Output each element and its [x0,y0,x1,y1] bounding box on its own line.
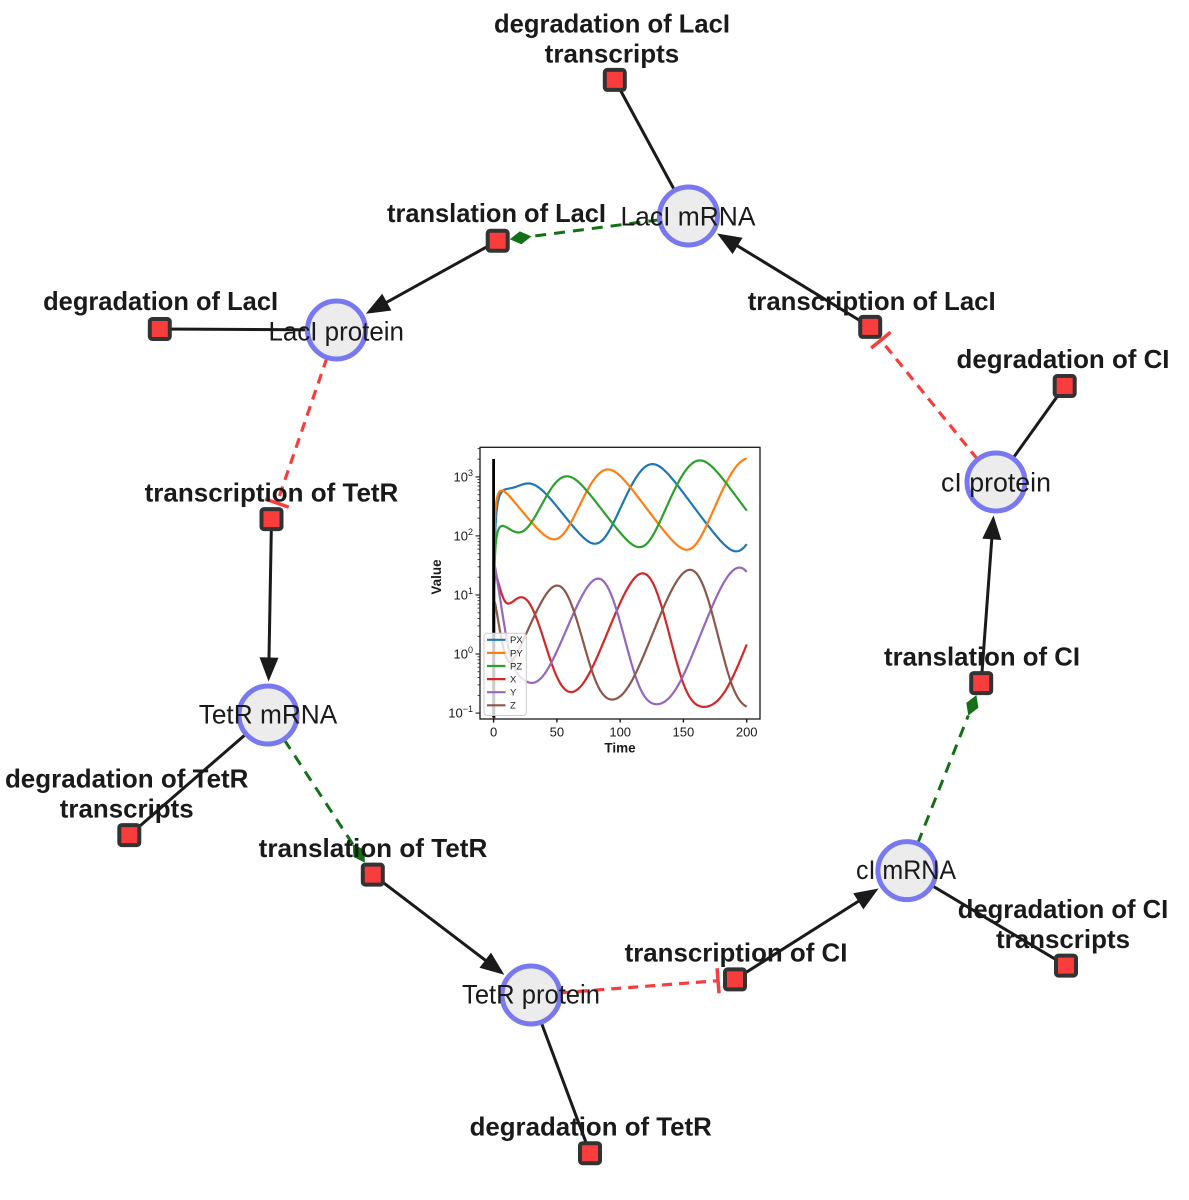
svg-text:Time: Time [604,741,636,756]
svg-text:transcription of CI: transcription of CI [625,938,848,968]
svg-text:0: 0 [490,725,497,740]
svg-text:200: 200 [736,725,758,740]
svg-text:transcripts: transcripts [996,924,1130,954]
svg-text:transcripts: transcripts [545,38,680,68]
svg-text:translation of CI: translation of CI [884,641,1080,671]
svg-text:degradation of LacI: degradation of LacI [43,286,278,316]
svg-text:PZ: PZ [510,661,522,672]
svg-text:degradation of TetR: degradation of TetR [470,1111,712,1141]
svg-text:transcription of LacI: transcription of LacI [748,286,996,316]
svg-text:translation of TetR: translation of TetR [259,833,488,863]
svg-text:degradation of CI: degradation of CI [958,894,1169,924]
svg-text:translation of LacI: translation of LacI [387,198,606,228]
svg-text:Z: Z [510,701,516,712]
svg-text:50: 50 [550,725,564,740]
svg-text:150: 150 [673,725,695,740]
svg-text:transcription of TetR: transcription of TetR [145,477,399,507]
svg-text:degradation of CI: degradation of CI [957,344,1170,374]
svg-text:PY: PY [510,648,523,659]
svg-text:Y: Y [510,688,517,699]
svg-text:degradation of LacI: degradation of LacI [494,8,730,38]
svg-text:TetR protein: TetR protein [462,980,600,1010]
svg-text:TetR mRNA: TetR mRNA [199,700,338,730]
svg-text:LacI protein: LacI protein [268,317,404,347]
svg-text:cI protein: cI protein [941,468,1051,498]
svg-text:PX: PX [510,635,523,646]
svg-text:X: X [510,675,517,686]
svg-text:cI mRNA: cI mRNA [856,855,956,885]
svg-text:Value: Value [429,559,444,595]
svg-text:LacI mRNA: LacI mRNA [621,202,756,232]
svg-text:degradation of TetR: degradation of TetR [5,764,249,794]
svg-text:100: 100 [609,725,631,740]
svg-text:transcripts: transcripts [60,794,194,824]
